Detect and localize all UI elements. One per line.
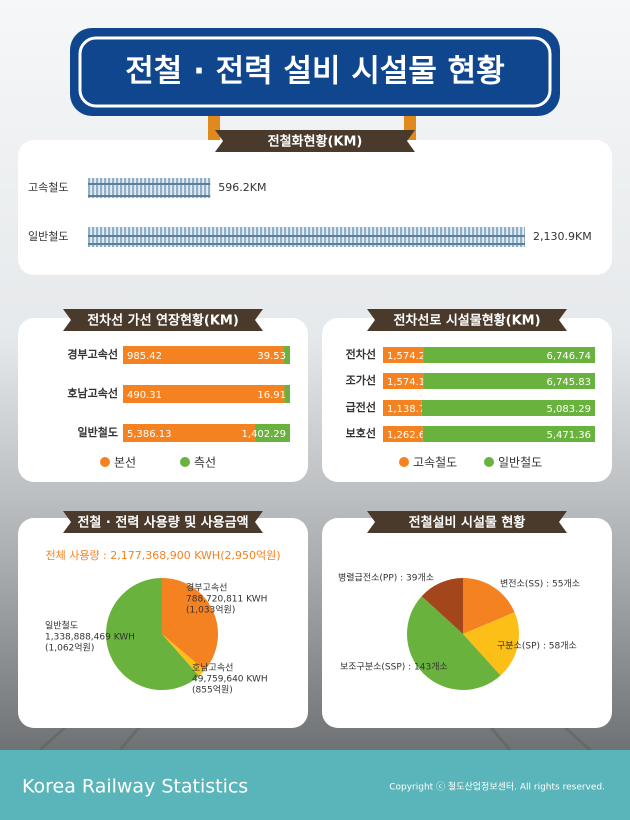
value-label: 985.42 [127,351,162,362]
value-label: 2,130.9KM [533,230,592,243]
legend-label: 본선 [114,456,136,470]
track-bar [88,178,211,198]
pie-slice [162,634,205,677]
panel-title: 전철설비 시설물 현황 [409,515,526,531]
value-label: 5,083.29 [546,404,591,415]
header-ribbon [63,511,263,533]
slice-label: (1,033억원) [186,604,235,616]
legend-swatch [484,457,494,467]
header-ribbon [63,309,263,331]
pie-slice [421,578,463,634]
row-label: 조가선 [346,373,376,387]
bar-segment [123,424,256,442]
panel-title: 전차선 가선 연장현황(KM) [87,313,239,329]
legend-swatch [100,457,110,467]
value-label: 1,402.29 [241,429,286,440]
header-ribbon [367,309,567,331]
legend-swatch [399,457,409,467]
slice-label: 1,338,888,469 KWH [45,633,135,643]
bar-segment [284,385,290,403]
slice-label: 병렬급전소(PP) : 39개소 [338,573,434,584]
value-label: 1,574.27 [387,351,432,362]
legend-label: 일반철도 [498,456,542,470]
title-sign [70,28,560,116]
panel-title: 전차선로 시설물현황(KM) [393,313,540,329]
row-label: 고속철도 [28,181,68,194]
value-label: 6,745.83 [546,377,591,388]
bar-segment [422,426,595,442]
footer-brand: Korea Railway Statistics [22,776,248,798]
bar-segment [423,347,595,363]
panel-title: 전철 · 전력 사용량 및 사용금액 [77,515,248,531]
value-label: 6,746.74 [546,351,591,362]
value-label: 5,386.13 [127,429,172,440]
value-label: 1,574.17 [387,377,432,388]
slice-label: (855억원) [192,684,233,696]
slice-label: 경부고속선 [186,582,227,594]
footer-copyright: Copyright ⓒ 철도산업정보센터. All rights reserve… [389,782,605,793]
value-label: 490.31 [127,390,162,401]
bar-segment [383,426,423,442]
slice-label: 일반철도 [45,621,78,632]
bar-segment [421,400,595,416]
panel [18,140,612,275]
row-label: 보호선 [346,426,376,440]
bar-segment [123,346,284,364]
row-label: 일반철도 [78,425,118,439]
panel-title: 전철화현황(KM) [268,134,363,150]
row-label: 호남고속선 [67,386,118,400]
slice-label: (1,062억원) [45,642,94,654]
value-label: 16.91 [257,390,286,401]
slice-label: 788,720,811 KWH [186,595,267,605]
slice-label: 보조구분소(SSP) : 143개소 [340,662,448,673]
pie-slice [162,578,219,671]
value-label: 596.2KM [218,181,266,194]
bar-segment [383,347,424,363]
bar-segment [383,400,422,416]
legend-label: 측선 [194,456,216,470]
slice-label: 호남고속선 [192,663,233,674]
row-label: 전차선 [346,347,376,361]
row-label: 급전선 [346,400,376,414]
value-label: 1,138.71 [387,404,432,415]
value-label: 39.53 [257,351,286,362]
pie-slice [463,578,515,634]
slice-label: 49,759,640 KWH [192,675,268,685]
row-label: 일반철도 [28,229,68,243]
legend-swatch [180,457,190,467]
header-ribbon [367,511,567,533]
footer [0,750,630,820]
row-label: 경부고속선 [67,347,118,361]
pie-slice [105,578,200,690]
subtitle: 전체 사용량 : 2,177,368,900 KWH(2,950억원) [45,549,280,562]
slice-label: 구분소(SP) : 58개소 [497,641,577,652]
bar-segment [423,373,595,389]
value-label: 1,262.65 [387,430,432,441]
bar-segment [383,373,424,389]
value-label: 5,471.36 [546,430,591,441]
page-title: 전철 · 전력 설비 시설물 현황 [125,54,504,90]
pie-slice [463,612,519,676]
title-border [78,36,552,108]
legend-label: 고속철도 [413,456,457,470]
header-ribbon [215,130,415,152]
pie-slice [406,596,501,691]
bar-segment [255,424,290,442]
track-bar [88,227,525,247]
bar-segment [123,385,285,403]
slice-label: 변전소(SS) : 55개소 [500,579,580,590]
sign-post [208,110,220,142]
bar-segment [283,346,290,364]
